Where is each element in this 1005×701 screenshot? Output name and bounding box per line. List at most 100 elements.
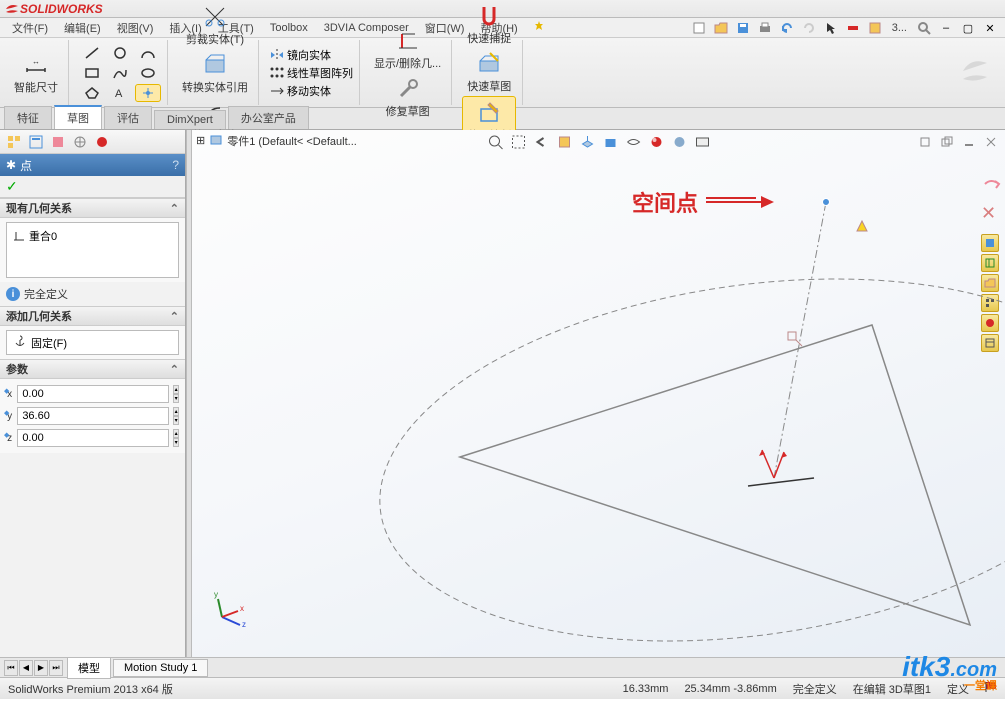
param-y-input[interactable]: [17, 407, 169, 425]
trim-button[interactable]: 剪裁实体(T): [182, 1, 248, 49]
win-minimize-icon[interactable]: –: [937, 19, 955, 37]
spline-tool-icon[interactable]: [107, 64, 133, 82]
menu-star-icon[interactable]: [526, 19, 552, 36]
tab-office[interactable]: 办公室产品: [228, 106, 309, 129]
pattern-row[interactable]: 线性草图阵列: [269, 64, 353, 82]
menu-edit[interactable]: 编辑(E): [56, 18, 109, 38]
rect-tool-icon[interactable]: [79, 64, 105, 82]
exit-sketch-icon[interactable]: [981, 170, 1003, 197]
featuretree-icon[interactable]: [4, 132, 24, 152]
prevview-icon[interactable]: [531, 132, 551, 152]
nav-last-icon[interactable]: ⏭: [49, 660, 63, 676]
tab-evaluate[interactable]: 评估: [104, 106, 152, 129]
tree-expand-icon[interactable]: ⊞: [196, 134, 205, 147]
param-x-input[interactable]: [17, 385, 169, 403]
relation-item-0[interactable]: 重合0: [11, 227, 174, 245]
vieworient-icon[interactable]: [577, 132, 597, 152]
repair-button[interactable]: 修复草图: [382, 73, 434, 121]
qat-redo-icon[interactable]: [800, 19, 818, 37]
zoomarea-icon[interactable]: [508, 132, 528, 152]
qat-print-icon[interactable]: [756, 19, 774, 37]
qat-options-icon[interactable]: [866, 19, 884, 37]
tab-features[interactable]: 特征: [4, 106, 52, 129]
status-flag-icon[interactable]: [985, 681, 997, 696]
fixed-relation-button[interactable]: 固定(F): [6, 330, 179, 355]
win-close-icon[interactable]: ✕: [981, 19, 999, 37]
param-z-input[interactable]: [17, 429, 169, 447]
win-maximize-icon[interactable]: ▢: [959, 19, 977, 37]
spin-up-icon[interactable]: ▴: [173, 429, 179, 438]
menu-file[interactable]: 文件(F): [4, 18, 56, 38]
tab-dimxpert[interactable]: DimXpert: [154, 110, 226, 129]
dimxpert-panel-icon[interactable]: [70, 132, 90, 152]
convert-button[interactable]: 转换实体引用: [178, 49, 252, 97]
point-tool-icon[interactable]: [135, 84, 161, 102]
spin-down-icon[interactable]: ▾: [173, 394, 179, 403]
nav-next-icon[interactable]: ▶: [34, 660, 48, 676]
qat-open-icon[interactable]: [712, 19, 730, 37]
display-button[interactable]: 显示/删除几...: [370, 25, 445, 73]
ellipse-tool-icon[interactable]: [135, 64, 161, 82]
smart-dimension-button[interactable]: ↔ 智能尺寸: [10, 49, 62, 97]
sectionview-icon[interactable]: [554, 132, 574, 152]
viewpalette-icon[interactable]: [981, 294, 999, 312]
qat-rebuild-icon[interactable]: [844, 19, 862, 37]
bottom-tab-motion[interactable]: Motion Study 1: [113, 659, 208, 677]
qat-search-icon[interactable]: [915, 19, 933, 37]
text-tool-icon[interactable]: A: [107, 84, 133, 102]
line-tool-icon[interactable]: [79, 44, 105, 62]
doc-max-icon[interactable]: [959, 132, 979, 152]
nav-first-icon[interactable]: ⏮: [4, 660, 18, 676]
doc-minimize-icon[interactable]: [915, 132, 935, 152]
info-icon: i: [6, 287, 20, 301]
snap-button[interactable]: 快速捕捉: [463, 0, 515, 48]
displaystyle-icon[interactable]: [600, 132, 620, 152]
library-icon[interactable]: [981, 254, 999, 272]
zoomfit-icon[interactable]: [485, 132, 505, 152]
appearances-icon[interactable]: [981, 314, 999, 332]
qat-new-icon[interactable]: [690, 19, 708, 37]
graphics-canvas[interactable]: ⊞ 零件1 (Default< <Default... ✕: [192, 130, 1005, 657]
displaymgr-icon[interactable]: [92, 132, 112, 152]
configmgr-icon[interactable]: [48, 132, 68, 152]
appearance-icon[interactable]: [646, 132, 666, 152]
doc-restore-icon[interactable]: [937, 132, 957, 152]
tab-sketch[interactable]: 草图: [54, 105, 102, 129]
collapse-icon[interactable]: ⌃: [170, 363, 179, 376]
move-row[interactable]: 移动实体: [269, 82, 331, 100]
qat-select-icon[interactable]: [822, 19, 840, 37]
ok-checkmark-icon[interactable]: ✓: [6, 178, 18, 195]
panel-help-icon[interactable]: ?: [172, 158, 179, 172]
add-relations-header[interactable]: 添加几何关系 ⌃: [0, 306, 185, 326]
circle-tool-icon[interactable]: [107, 44, 133, 62]
qat-save-icon[interactable]: [734, 19, 752, 37]
relations-header[interactable]: 现有几何关系 ⌃: [0, 198, 185, 218]
spin-down-icon[interactable]: ▾: [173, 438, 179, 447]
customprops-icon[interactable]: [981, 334, 999, 352]
resources-icon[interactable]: [981, 234, 999, 252]
spin-up-icon[interactable]: ▴: [173, 385, 179, 394]
polygon-tool-icon[interactable]: [79, 84, 105, 102]
flyout-tree-root[interactable]: ⊞ 零件1 (Default< <Default...: [196, 132, 357, 149]
arc-tool-icon[interactable]: [135, 44, 161, 62]
collapse-icon[interactable]: ⌃: [170, 310, 179, 323]
quicksketch-button[interactable]: 快速草图: [463, 48, 515, 96]
mirror-row[interactable]: 镜向实体: [269, 46, 331, 64]
explorer-icon[interactable]: [981, 274, 999, 292]
collapse-icon[interactable]: ⌃: [170, 202, 179, 215]
params-header[interactable]: 参数 ⌃: [0, 359, 185, 379]
bottom-tab-model[interactable]: 模型: [67, 657, 111, 679]
scene-icon[interactable]: [669, 132, 689, 152]
cancel-sketch-icon[interactable]: ✕: [981, 203, 1003, 224]
qat-undo-icon[interactable]: [778, 19, 796, 37]
viewsettings-icon[interactable]: [692, 132, 712, 152]
spin-up-icon[interactable]: ▴: [173, 407, 179, 416]
menu-toolbox[interactable]: Toolbox: [262, 20, 316, 36]
nav-prev-icon[interactable]: ◀: [19, 660, 33, 676]
menu-view[interactable]: 视图(V): [109, 18, 162, 38]
propertymgr-icon[interactable]: [26, 132, 46, 152]
hideall-icon[interactable]: [623, 132, 643, 152]
relations-list[interactable]: 重合0: [6, 222, 179, 278]
doc-close-icon[interactable]: [981, 132, 1001, 152]
spin-down-icon[interactable]: ▾: [173, 416, 179, 425]
